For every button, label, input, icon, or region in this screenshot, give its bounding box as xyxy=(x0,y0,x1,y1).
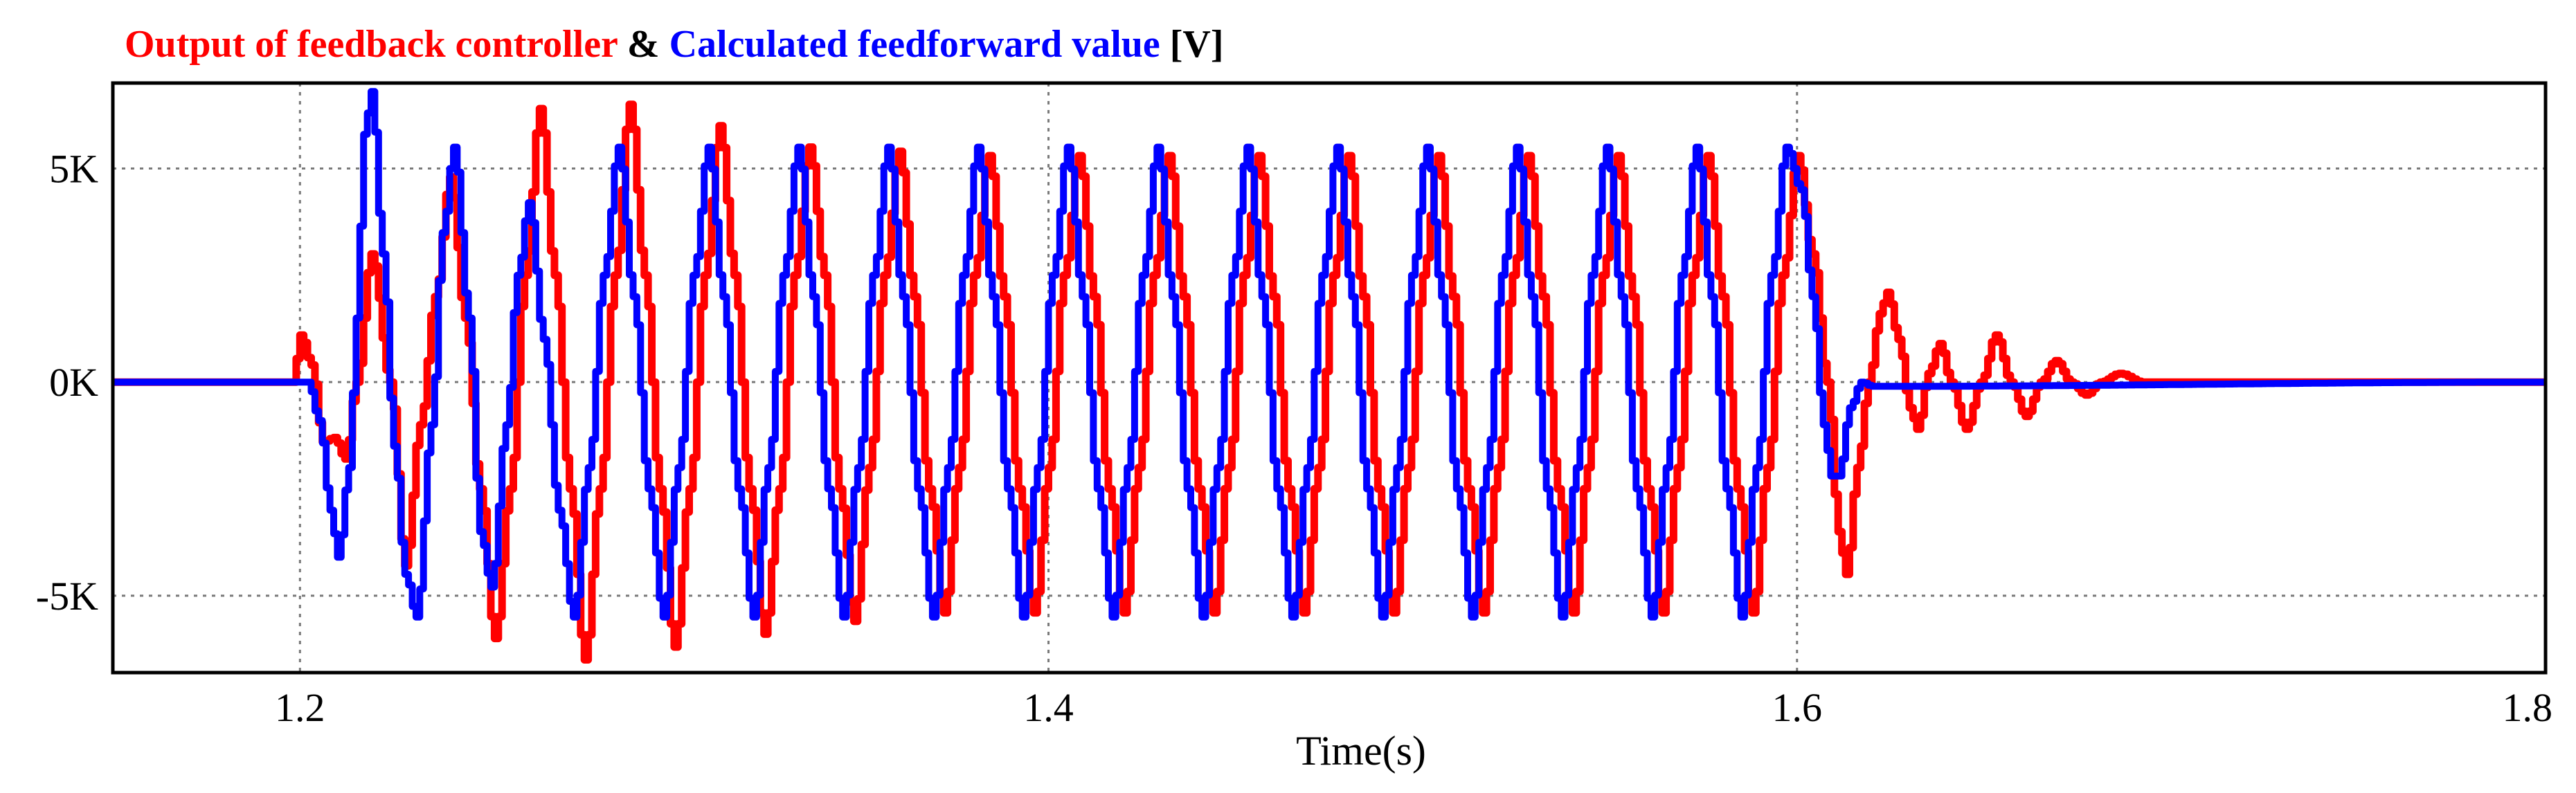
plot-area xyxy=(113,88,2546,664)
title-series-2: Calculated feedforward value xyxy=(669,23,1160,66)
title-separator: & xyxy=(618,23,669,66)
series-line-feedback-output xyxy=(113,100,2546,664)
plot-frame xyxy=(111,81,2548,675)
axis-ticks: 1.2 1.4 1.6 1.8 5K 0K -5K xyxy=(36,146,2552,730)
chart-title: Output of feedback controller & Calculat… xyxy=(125,23,1224,66)
y-tick-label-0: 5K xyxy=(49,146,98,191)
x-tick-label-0: 1.2 xyxy=(275,685,325,730)
y-tick-label-2: -5K xyxy=(36,574,98,619)
x-tick-label-1: 1.4 xyxy=(1023,685,1074,730)
x-tick-label-3: 1.8 xyxy=(2503,685,2553,730)
series-line-feedforward-value xyxy=(113,88,2546,621)
title-unit: [V] xyxy=(1160,23,1224,66)
y-tick-label-1: 0K xyxy=(49,360,98,405)
title-series-1: Output of feedback controller xyxy=(125,23,618,66)
x-axis-label: Time(s) xyxy=(1296,728,1426,774)
x-tick-label-2: 1.6 xyxy=(1772,685,1823,730)
